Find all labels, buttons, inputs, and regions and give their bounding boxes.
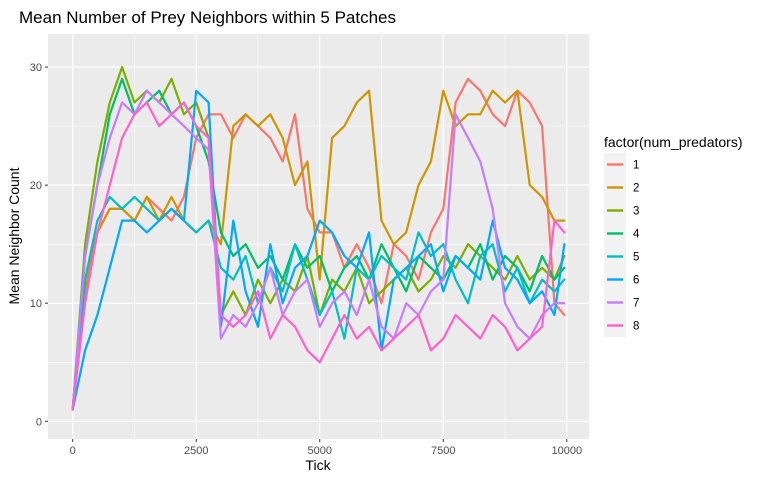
series-line-8 — [71, 101, 566, 411]
chart-title: Mean Number of Prey Neighbors within 5 P… — [19, 8, 396, 27]
legend-label-2: 2 — [633, 183, 639, 195]
y-axis-title: Mean Neighbor Count — [6, 167, 22, 304]
x-tick-label: 7500 — [431, 445, 455, 457]
series-line-1 — [71, 77, 566, 411]
series-line-6 — [71, 89, 566, 411]
legend-label-5: 5 — [633, 252, 639, 264]
x-tick-label: 10000 — [551, 445, 582, 457]
grid-major — [48, 34, 589, 439]
legend-title: factor(num_predators) — [604, 134, 743, 150]
series-layer — [71, 65, 566, 411]
legend-label-6: 6 — [633, 275, 639, 287]
plot-panel — [48, 34, 589, 439]
series-line-7 — [71, 89, 566, 411]
y-tick-label: 10 — [30, 298, 42, 310]
y-axis: 0 10 20 30 — [30, 62, 48, 428]
legend-label-7: 7 — [633, 298, 639, 310]
y-tick-label: 0 — [36, 416, 42, 428]
legend: factor(num_predators) 1 2 3 4 5 6 7 8 — [604, 134, 743, 337]
x-axis-title: Tick — [305, 457, 331, 473]
x-tick-label: 0 — [70, 445, 76, 457]
y-tick-label: 20 — [30, 180, 42, 192]
series-line-5 — [71, 195, 566, 411]
legend-label-8: 8 — [633, 321, 639, 333]
x-tick-label: 5000 — [307, 445, 331, 457]
legend-label-1: 1 — [633, 160, 639, 172]
x-tick-label: 2500 — [184, 445, 208, 457]
legend-label-3: 3 — [633, 206, 639, 218]
legend-label-4: 4 — [633, 229, 640, 241]
series-line-2 — [71, 89, 566, 411]
x-axis: 0 2500 5000 7500 10000 — [70, 439, 582, 457]
y-tick-label: 30 — [30, 62, 42, 74]
